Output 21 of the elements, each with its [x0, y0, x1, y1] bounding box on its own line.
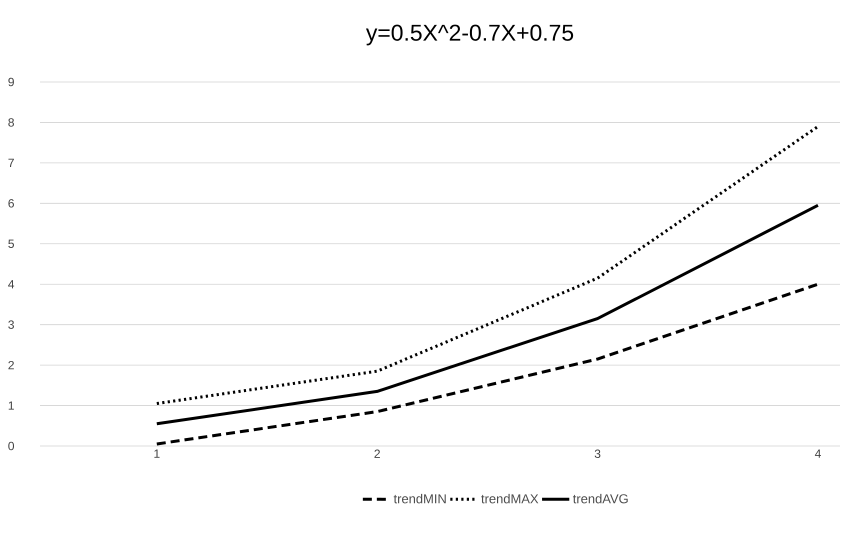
y-tick-label: 0 [8, 442, 14, 450]
y-tick-label: 4 [8, 280, 14, 288]
y-tick-label: 2 [8, 360, 14, 370]
line-series [155, 124, 820, 406]
chart-title: y=0.5X^2-0.7X+0.75 [366, 24, 574, 46]
x-tick-label: 3 [594, 450, 600, 458]
y-tick-label: 3 [8, 320, 14, 329]
y-tick-label: 6 [8, 199, 14, 208]
line-series [155, 282, 820, 446]
line-series [155, 204, 820, 426]
x-tick-label: 2 [374, 450, 380, 458]
legend-label: trendMIN [394, 494, 446, 504]
x-tick-label: 4 [814, 450, 821, 458]
y-tick-label: 1 [8, 401, 14, 410]
legend-label: trendAVG [572, 494, 628, 504]
y-tick-label: 8 [8, 118, 14, 127]
x-tick-label: 1 [154, 450, 160, 458]
legend-label: trendMAX [481, 494, 538, 504]
y-tick-label: 5 [8, 240, 14, 248]
y-tick-label: 7 [8, 158, 14, 167]
y-tick-label: 9 [8, 78, 14, 86]
